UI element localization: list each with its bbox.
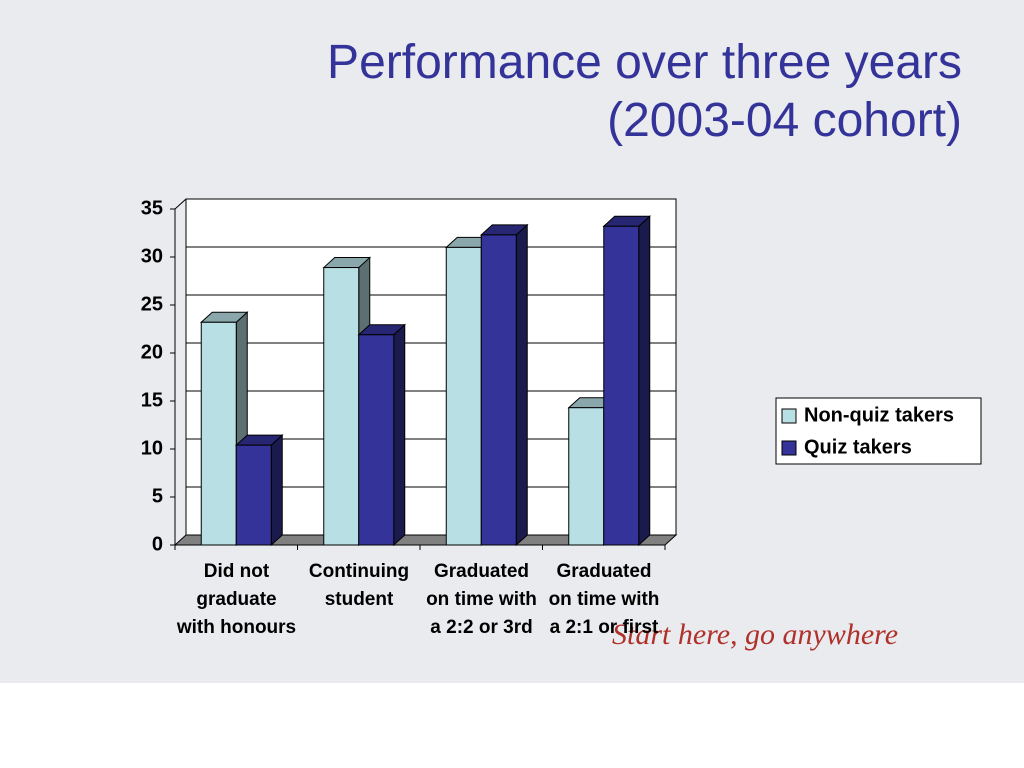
y-tick-label: 25 bbox=[141, 293, 163, 315]
bar bbox=[480, 234, 517, 546]
y-axis-depth bbox=[174, 198, 187, 210]
y-tick-label: 35 bbox=[141, 197, 163, 219]
y-tick-label: 10 bbox=[141, 437, 163, 459]
legend-label: Quiz takers bbox=[804, 436, 912, 458]
y-tick-label: 30 bbox=[141, 245, 163, 267]
legend-swatch bbox=[781, 440, 797, 456]
bar-group bbox=[479, 223, 529, 547]
bar-group bbox=[234, 434, 284, 547]
legend-swatch bbox=[781, 408, 797, 424]
bar bbox=[235, 444, 272, 546]
bar-side bbox=[515, 223, 528, 547]
x-tick-label: Graduated on time with a 2:1 or first bbox=[548, 561, 660, 638]
y-tick-label: 20 bbox=[141, 341, 163, 363]
x-tick-label: Continuing student bbox=[308, 561, 410, 610]
bar bbox=[445, 246, 482, 546]
y-tick-label: 15 bbox=[141, 389, 163, 411]
bar bbox=[323, 267, 360, 546]
chart-title: Performance over three years (2003-04 co… bbox=[327, 36, 962, 147]
bar bbox=[568, 407, 605, 546]
tagline: Start here, go anywhere bbox=[612, 618, 899, 651]
y-tick-label: 0 bbox=[152, 533, 163, 555]
bar-group bbox=[602, 215, 652, 547]
x-tick-label: Did not graduate with honours bbox=[176, 561, 297, 638]
bar-side bbox=[638, 215, 651, 547]
x-tick-label: Graduated on time with a 2:2 or 3rd bbox=[426, 561, 537, 638]
bar bbox=[358, 334, 395, 546]
y-tick-label: 5 bbox=[152, 485, 163, 507]
chart: 0 5 10 15 20 25 30 35 Non-quiz takers Quiz takers bbox=[141, 197, 982, 555]
legend-box bbox=[775, 397, 982, 465]
legend-label: Non-quiz takers bbox=[804, 404, 954, 426]
bar-side bbox=[270, 434, 283, 547]
bar-side bbox=[393, 323, 406, 547]
bar bbox=[200, 321, 237, 546]
bar-group bbox=[357, 323, 407, 547]
bar bbox=[603, 225, 640, 546]
